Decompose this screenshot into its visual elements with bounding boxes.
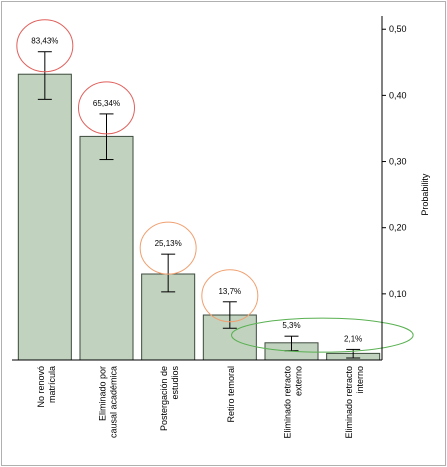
data-label: 13,7% [218, 287, 241, 296]
category-label: Retiro temoral [226, 366, 236, 423]
error-bar [37, 51, 52, 100]
data-label: 65,34% [93, 99, 120, 108]
y-tick-label: 0,10 [389, 289, 407, 299]
bar [17, 73, 72, 361]
category-label: Postergación deestudios [159, 366, 180, 432]
category-label: Eliminado retractointerno [344, 366, 365, 439]
highlight-circle [201, 269, 259, 323]
error-bar [99, 113, 114, 161]
category-label: Eliminado porcausal académica [98, 366, 119, 438]
highlight-circle [78, 81, 135, 135]
y-axis-title: Probability [420, 173, 430, 216]
data-label: 83,43% [31, 37, 58, 46]
highlight-circle [231, 317, 414, 353]
error-bar [222, 301, 237, 329]
category-labels-layer: No renovómatrícula Eliminado porcausal ac… [36, 366, 365, 439]
highlight-circles-layer [16, 19, 414, 353]
data-labels-layer: 83,43% 65,34% 25,13% 13,7% 5,3% 2,1% [31, 37, 362, 344]
highlight-circle [139, 221, 197, 275]
axes-layer: 0,10 0,20 0,30 0,40 0,50 [12, 16, 407, 361]
data-label: 5,3% [282, 321, 300, 330]
y-tick-label: 0,20 [389, 223, 407, 233]
error-bars-layer [37, 51, 361, 359]
data-label: 25,13% [155, 239, 182, 248]
highlight-circle [16, 19, 74, 73]
bar [79, 135, 134, 361]
y-tick-label: 0,40 [389, 90, 407, 100]
category-label: Eliminado retractoexterno [283, 366, 304, 439]
error-bar [161, 253, 176, 293]
y-tick-label: 0,30 [389, 157, 407, 167]
y-tick-label: 0,50 [389, 24, 407, 34]
category-label: No renovómatrícula [36, 366, 57, 408]
data-label: 2,1% [344, 334, 362, 343]
